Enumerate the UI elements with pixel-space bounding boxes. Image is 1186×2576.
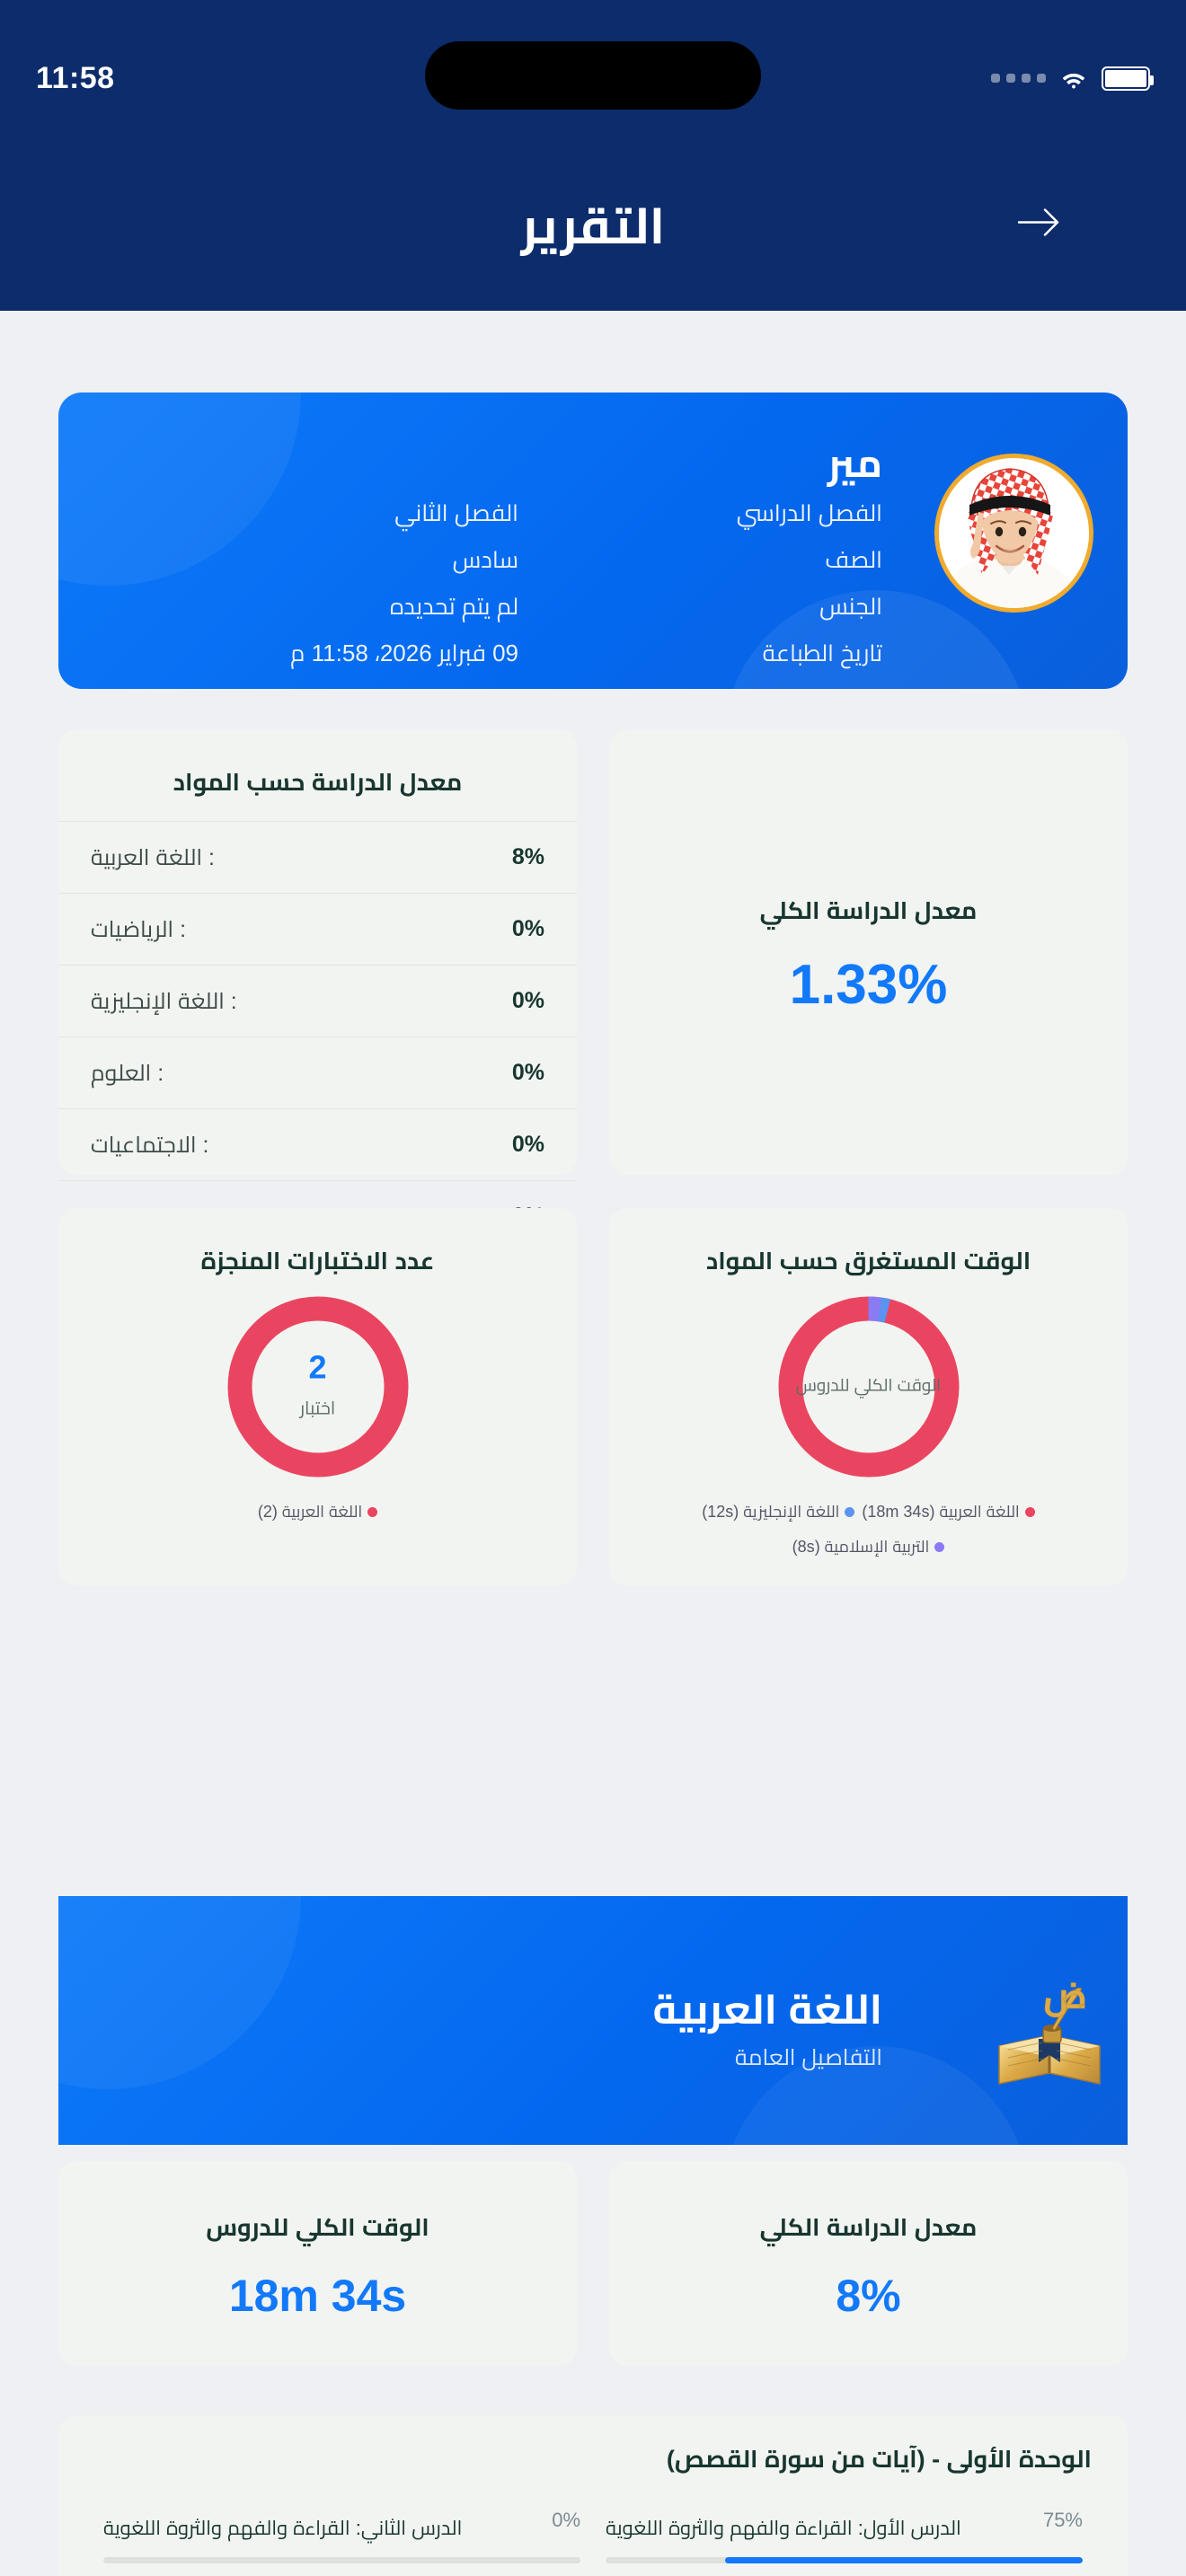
svg-text:ض: ض (1043, 1977, 1087, 2017)
